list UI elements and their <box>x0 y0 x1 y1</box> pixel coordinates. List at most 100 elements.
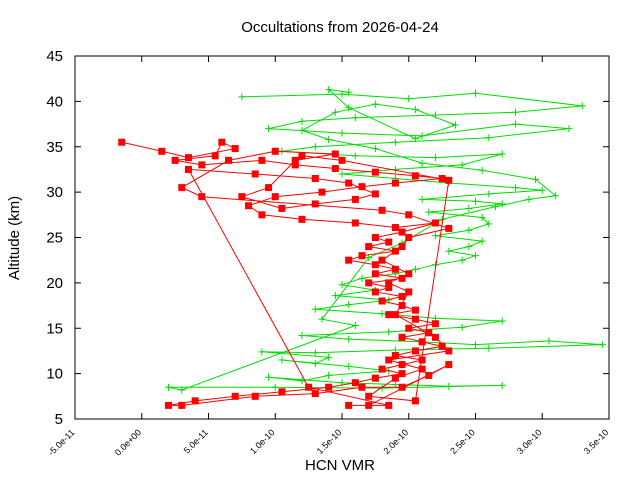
data-point <box>251 170 259 178</box>
data-point <box>251 392 259 400</box>
data-point <box>311 305 319 313</box>
data-point <box>485 220 493 228</box>
data-point <box>245 202 253 210</box>
data-point <box>358 274 366 282</box>
data-point <box>178 401 186 409</box>
data-point <box>298 215 306 223</box>
data-point <box>445 176 453 184</box>
data-point <box>425 371 433 379</box>
data-point <box>425 329 433 337</box>
data-point <box>338 156 346 164</box>
data-point <box>198 161 206 169</box>
data-point <box>472 197 479 205</box>
data-point <box>378 206 386 214</box>
data-point <box>371 261 379 269</box>
data-point <box>405 270 413 278</box>
data-point <box>465 243 473 251</box>
x-tick-label: 3.0e-10 <box>515 427 544 456</box>
data-point <box>545 337 553 345</box>
data-point <box>398 383 406 391</box>
data-point <box>371 145 379 153</box>
data-point <box>365 279 373 287</box>
data-point <box>431 219 439 227</box>
data-point <box>265 125 273 133</box>
data-point <box>411 172 419 180</box>
data-point <box>291 161 299 169</box>
data-point <box>385 356 393 364</box>
data-point <box>565 125 573 133</box>
data-point <box>398 274 406 282</box>
data-point <box>512 108 520 116</box>
data-point <box>345 301 353 309</box>
data-point <box>345 362 353 370</box>
data-point <box>398 370 406 378</box>
data-point <box>431 333 439 341</box>
data-point <box>445 347 453 355</box>
data-point <box>311 390 319 398</box>
data-point <box>278 388 286 396</box>
data-point <box>278 356 286 364</box>
data-point <box>331 150 339 158</box>
data-point <box>472 341 479 349</box>
x-tick-label: 1.5e-10 <box>315 427 344 456</box>
data-point <box>325 371 333 379</box>
data-point <box>411 306 419 314</box>
data-point <box>371 270 379 278</box>
data-point <box>331 165 339 173</box>
data-point <box>472 252 479 260</box>
data-point <box>391 224 399 232</box>
data-point <box>418 338 426 346</box>
data-point <box>398 302 406 310</box>
data-point <box>418 159 426 167</box>
data-point <box>492 203 500 211</box>
data-point <box>512 120 520 128</box>
data-point <box>371 234 379 241</box>
data-point <box>385 283 393 291</box>
data-point <box>458 323 466 331</box>
data-point <box>371 168 379 176</box>
data-point <box>371 190 379 198</box>
data-point <box>445 247 453 255</box>
data-point <box>365 392 373 400</box>
data-point <box>371 100 379 108</box>
data-point <box>458 161 466 169</box>
data-point <box>325 135 333 143</box>
data-point <box>405 234 413 241</box>
data-point <box>378 256 386 264</box>
data-point <box>271 147 279 155</box>
data-point <box>438 342 446 350</box>
axes-layer: -5.0e-11 0.0e+00 5.0e-11 1.0e-10 1.5e-10 2.0e… <box>46 48 610 458</box>
y-tick-label: 10 <box>46 366 63 383</box>
data-point <box>298 117 306 125</box>
data-point <box>431 320 439 328</box>
data-point <box>325 353 333 361</box>
data-point <box>318 315 326 323</box>
data-point <box>425 208 433 216</box>
data-point <box>351 322 359 330</box>
data-point <box>378 310 386 318</box>
data-point <box>391 351 399 359</box>
y-tick-label: 25 <box>46 230 63 247</box>
data-point <box>358 252 366 260</box>
data-point <box>198 193 206 201</box>
y-tick-label: 45 <box>46 48 63 65</box>
data-point <box>164 401 172 409</box>
data-point <box>271 383 279 391</box>
data-point <box>365 243 373 251</box>
data-point <box>405 288 413 296</box>
data-point <box>478 166 486 174</box>
data-point <box>532 175 540 183</box>
data-point <box>391 374 399 382</box>
data-point <box>338 129 346 137</box>
data-point <box>445 224 453 232</box>
data-point <box>398 333 406 341</box>
data-point <box>378 365 386 373</box>
data-point <box>378 384 386 392</box>
data-point <box>191 397 199 405</box>
data-point <box>391 138 399 146</box>
data-point <box>451 121 459 129</box>
data-point <box>345 179 353 187</box>
data-point <box>271 193 279 201</box>
data-point <box>411 265 419 273</box>
data-point <box>405 211 413 219</box>
